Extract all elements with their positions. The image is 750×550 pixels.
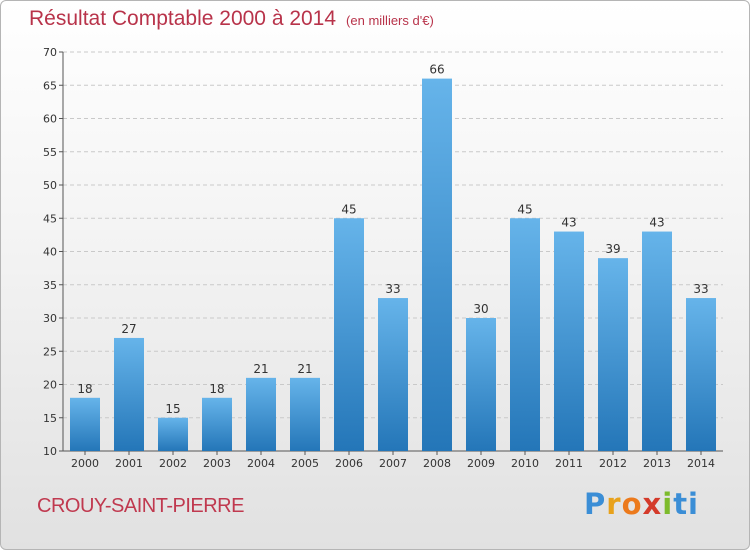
x-tick-label: 2008: [423, 457, 451, 470]
x-tick-label: 2003: [203, 457, 231, 470]
y-tick-label: 25: [43, 345, 57, 358]
y-tick-label: 50: [43, 179, 57, 192]
data-label: 18: [209, 382, 224, 396]
y-tick-label: 65: [43, 79, 57, 92]
y-tick-label: 30: [43, 312, 57, 325]
x-tick-label: 2012: [599, 457, 627, 470]
bars: [70, 78, 716, 451]
data-label: 30: [473, 302, 488, 316]
x-tick-label: 2013: [643, 457, 671, 470]
data-label: 66: [429, 63, 444, 77]
data-label: 33: [693, 282, 708, 296]
x-tick-label: 2006: [335, 457, 363, 470]
chart-title-text: Résultat Comptable 2000 à 2014: [29, 7, 337, 30]
bar: [202, 397, 232, 451]
bar: [510, 218, 540, 451]
data-label: 18: [77, 382, 92, 396]
bar: [70, 397, 100, 451]
y-tick-label: 35: [43, 279, 57, 292]
x-tick-label: 2009: [467, 457, 495, 470]
data-label: 21: [297, 362, 312, 376]
y-tick-label: 15: [43, 412, 57, 425]
x-tick-label: 2007: [379, 457, 407, 470]
y-tick-label: 70: [43, 46, 57, 59]
y-tick-label: 10: [43, 445, 57, 458]
y-tick-label: 40: [43, 246, 57, 259]
data-label: 45: [517, 202, 532, 216]
x-tick-label: 2010: [511, 457, 539, 470]
bar: [158, 417, 188, 451]
x-tick-label: 2001: [115, 457, 143, 470]
x-tick-label: 2002: [159, 457, 187, 470]
data-label: 27: [121, 322, 136, 336]
labels: 10 15 20 25 30 35 40 45 50 55 60 65 70 18 2000 27 2001 15…: [43, 46, 715, 470]
bar: [246, 377, 276, 451]
data-label: 39: [605, 242, 620, 256]
x-tick-label: 2004: [247, 457, 275, 470]
x-tick-label: 2011: [555, 457, 583, 470]
bar: [290, 377, 320, 451]
data-label: 15: [165, 402, 180, 416]
chart-title: Résultat Comptable 2000 à 2014 (en millie…: [29, 7, 434, 31]
bar: [466, 318, 496, 451]
y-tick-label: 60: [43, 113, 57, 126]
bar: [114, 337, 144, 451]
bar: [422, 78, 452, 451]
bar: [686, 298, 716, 451]
y-tick-label: 45: [43, 212, 57, 225]
data-label: 43: [649, 216, 664, 230]
x-tick-label: 2005: [291, 457, 319, 470]
proxiti-logo[interactable]: Proxiti: [584, 487, 699, 521]
x-tick-label: 2014: [687, 457, 715, 470]
data-label: 21: [253, 362, 268, 376]
data-label: 33: [385, 282, 400, 296]
chart-unit: (en milliers d'€): [346, 13, 434, 28]
x-tick-label: 2000: [71, 457, 99, 470]
bar: [554, 231, 584, 451]
bar: [642, 231, 672, 451]
bar: [334, 218, 364, 451]
y-tick-label: 20: [43, 379, 57, 392]
data-label: 43: [561, 216, 576, 230]
city-name: CROUY-SAINT-PIERRE: [37, 495, 244, 517]
bar: [378, 298, 408, 451]
data-label: 45: [341, 202, 356, 216]
bar: [598, 258, 628, 451]
y-tick-label: 55: [43, 146, 57, 159]
